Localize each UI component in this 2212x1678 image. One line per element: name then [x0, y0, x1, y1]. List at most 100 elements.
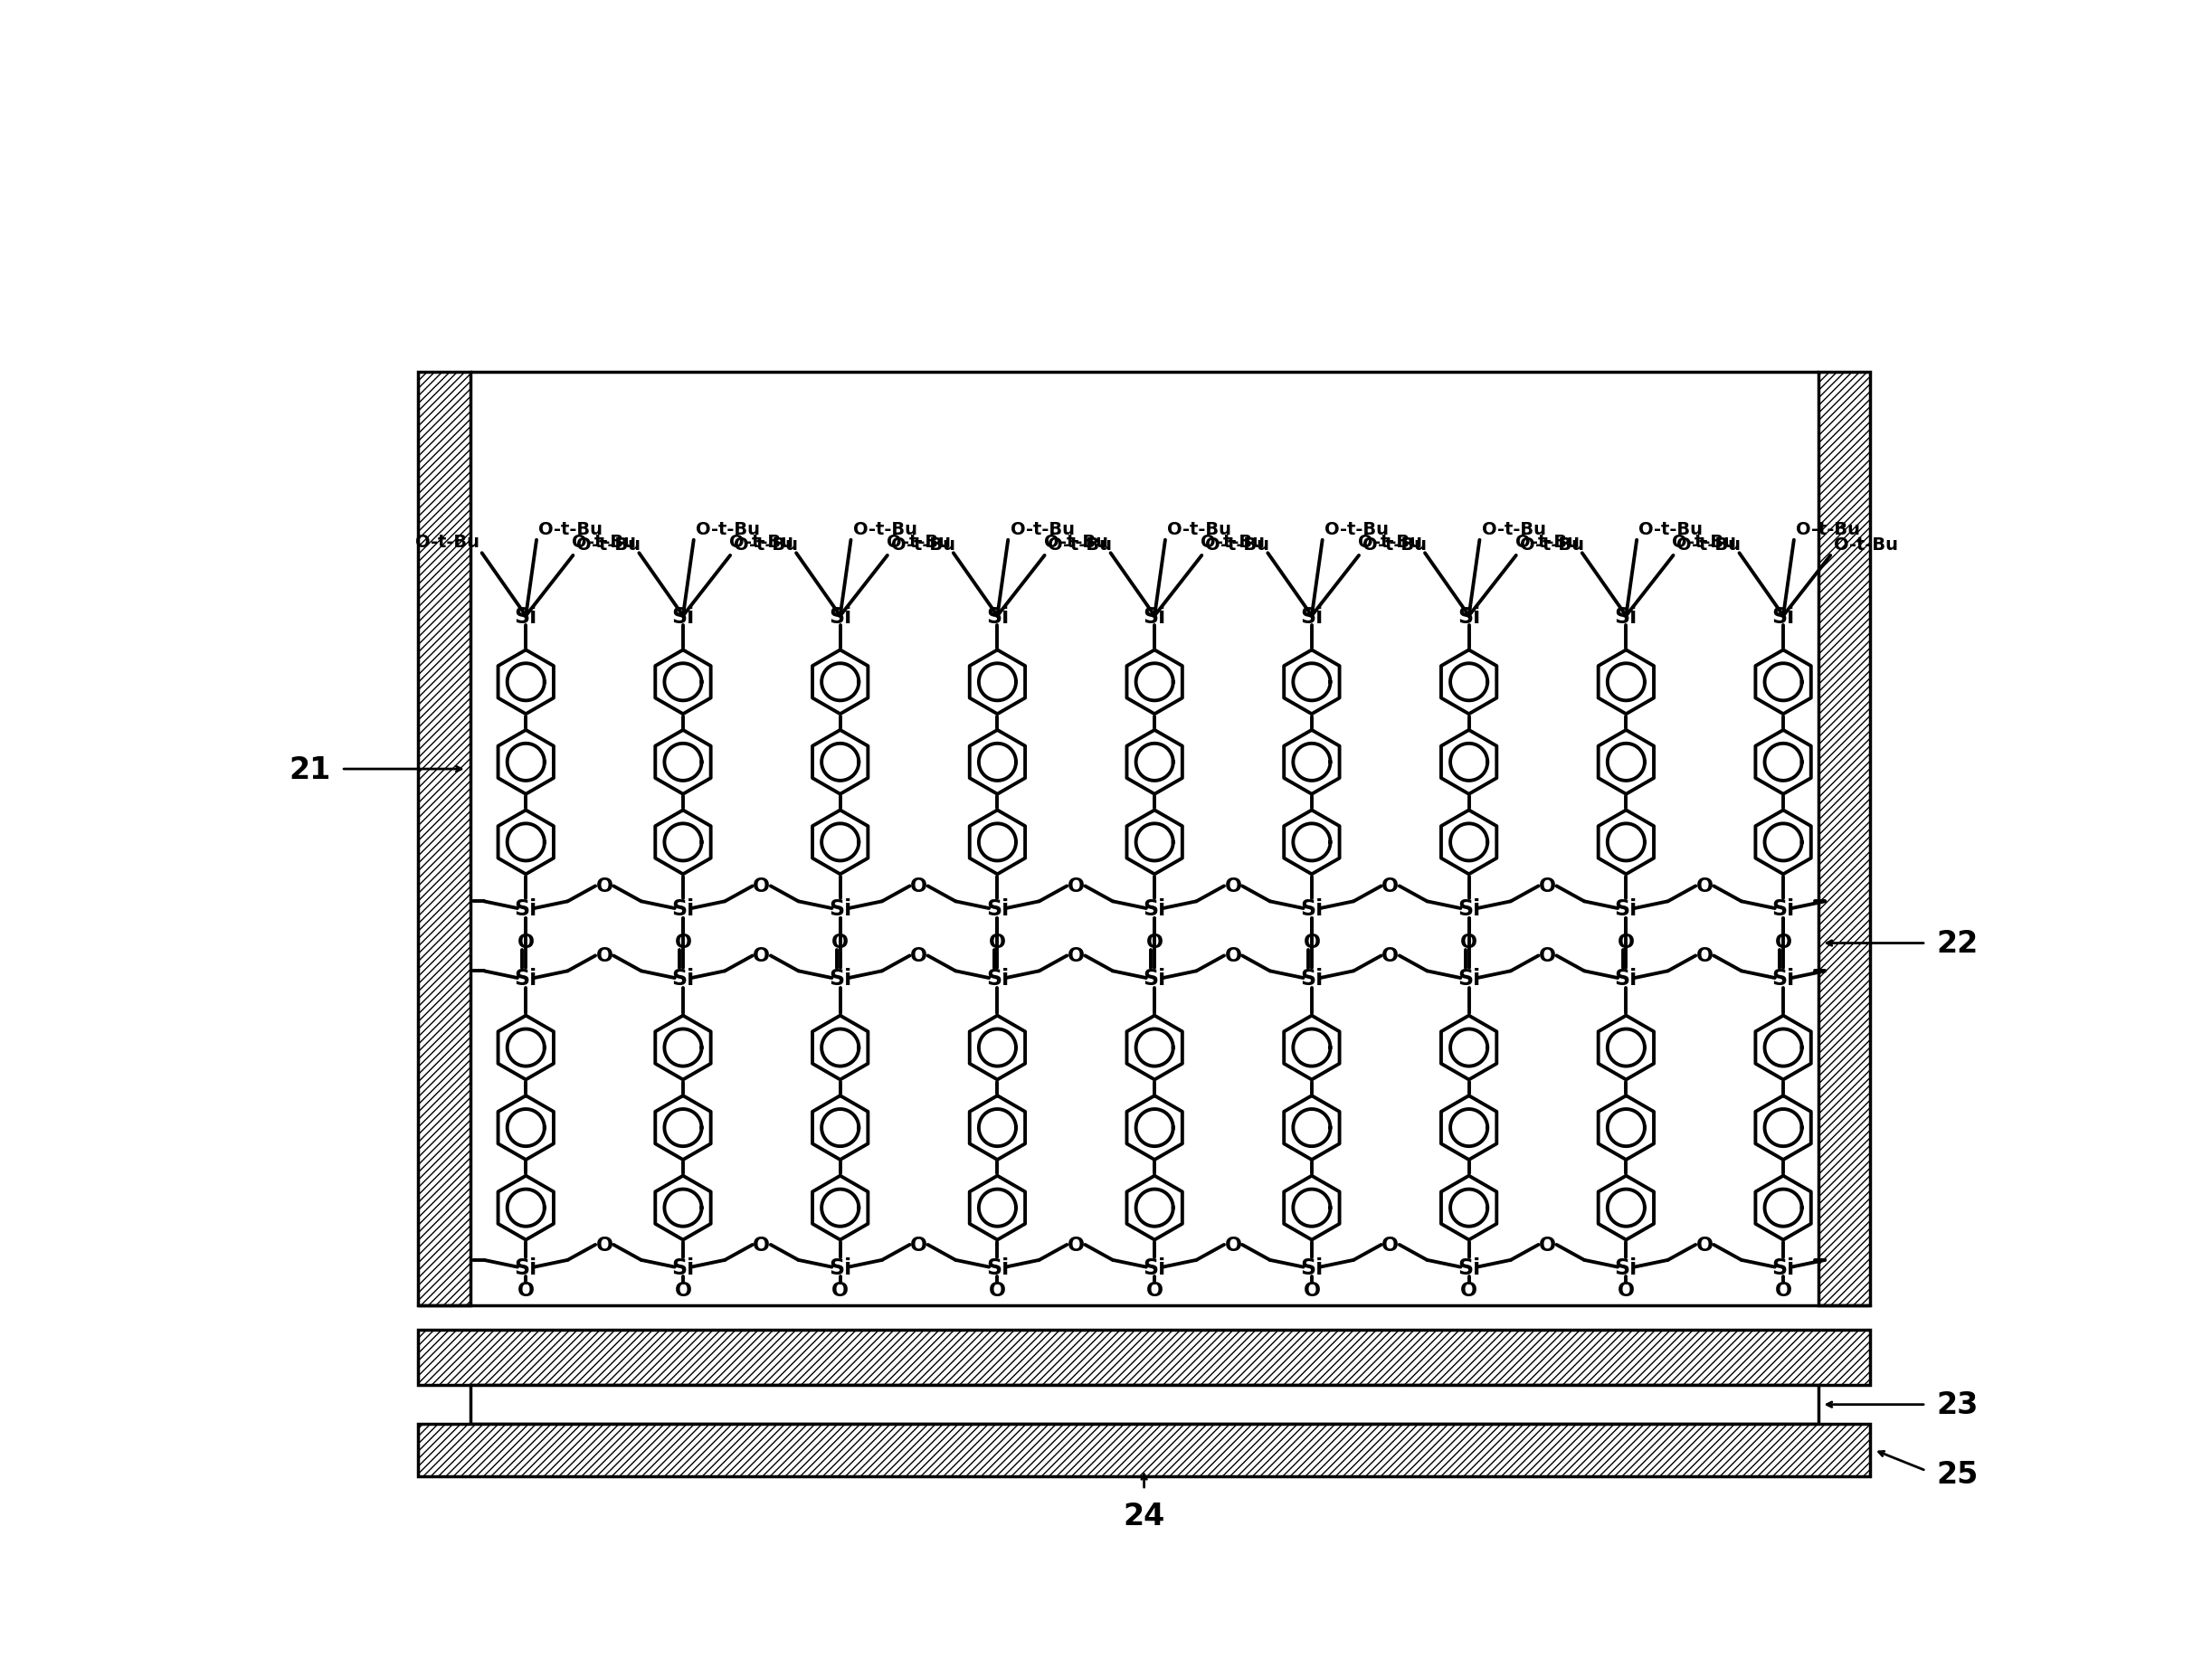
Bar [1818, 373, 1871, 1305]
Text: O-t-Bu: O-t-Bu [730, 534, 794, 550]
Text: O-t-Bu: O-t-Bu [1796, 520, 1860, 537]
Text: O-t-Bu: O-t-Bu [538, 520, 604, 537]
Text: O: O [909, 1237, 927, 1253]
Text: O: O [1540, 878, 1555, 896]
Text: O: O [1068, 1237, 1084, 1253]
Text: Si: Si [515, 898, 538, 920]
Text: O: O [752, 1237, 770, 1253]
Text: Si: Si [987, 1257, 1009, 1279]
Text: O: O [595, 878, 613, 896]
Text: Si: Si [1458, 968, 1480, 988]
Text: O-t-Bu: O-t-Bu [1520, 535, 1584, 554]
Text: O: O [1774, 933, 1792, 951]
Text: Si: Si [1301, 968, 1323, 988]
Text: O-t-Bu: O-t-Bu [1834, 535, 1898, 554]
Text: Si: Si [830, 898, 852, 920]
Text: Si: Si [1615, 606, 1637, 628]
Text: Si: Si [1458, 898, 1480, 920]
Bar [471, 1386, 1818, 1425]
Text: O: O [752, 946, 770, 965]
Text: O: O [832, 933, 849, 951]
Text: Si: Si [672, 1257, 695, 1279]
Text: O-t-Bu: O-t-Bu [1363, 535, 1427, 554]
Text: O: O [518, 1280, 535, 1299]
Text: O: O [989, 1280, 1006, 1299]
Text: O: O [1225, 946, 1241, 965]
Text: O-t-Bu: O-t-Bu [416, 534, 480, 550]
Text: O: O [909, 878, 927, 896]
Text: Si: Si [1458, 606, 1480, 628]
Text: O: O [1068, 946, 1084, 965]
Text: O: O [1460, 933, 1478, 951]
Text: O-t-Bu: O-t-Bu [1325, 520, 1389, 537]
Text: O-t-Bu: O-t-Bu [1201, 534, 1265, 550]
Bar [471, 373, 1818, 1305]
Text: 25: 25 [1936, 1460, 1978, 1488]
Text: Si: Si [1772, 898, 1794, 920]
Text: Si: Si [1615, 898, 1637, 920]
Text: O: O [518, 933, 535, 951]
Text: O-t-Bu: O-t-Bu [1206, 535, 1270, 554]
Text: O-t-Bu: O-t-Bu [854, 520, 918, 537]
Text: O: O [1303, 1280, 1321, 1299]
Text: O: O [909, 946, 927, 965]
Text: Si: Si [830, 968, 852, 988]
Text: O-t-Bu: O-t-Bu [1677, 535, 1741, 554]
Text: Si: Si [672, 606, 695, 628]
Text: 22: 22 [1936, 928, 1978, 958]
Text: Si: Si [1301, 606, 1323, 628]
Text: Si: Si [830, 606, 852, 628]
Text: O-t-Bu: O-t-Bu [1482, 520, 1546, 537]
Text: Si: Si [1615, 1257, 1637, 1279]
Text: O-t-Bu: O-t-Bu [1672, 534, 1736, 550]
Text: O-t-Bu: O-t-Bu [887, 534, 951, 550]
Text: O: O [1225, 1237, 1241, 1253]
Text: Si: Si [1458, 1257, 1480, 1279]
Text: O-t-Bu: O-t-Bu [573, 534, 637, 550]
Text: O-t-Bu: O-t-Bu [577, 535, 641, 554]
Text: O-t-Bu: O-t-Bu [1515, 534, 1579, 550]
Text: O-t-Bu: O-t-Bu [1358, 534, 1422, 550]
Text: O: O [752, 878, 770, 896]
Text: O: O [1225, 878, 1241, 896]
Text: 24: 24 [1124, 1500, 1166, 1530]
Text: O-t-Bu: O-t-Bu [1639, 520, 1703, 537]
Bar [418, 1425, 1871, 1477]
Text: Si: Si [1144, 968, 1166, 988]
Text: Si: Si [515, 606, 538, 628]
Text: Si: Si [1144, 898, 1166, 920]
Text: O: O [1697, 878, 1714, 896]
Text: O: O [1540, 1237, 1555, 1253]
Text: Si: Si [1144, 1257, 1166, 1279]
Bar [418, 1331, 1871, 1386]
Text: O: O [1146, 1280, 1164, 1299]
Text: O: O [1382, 878, 1398, 896]
Text: Si: Si [1615, 968, 1637, 988]
Text: O: O [1540, 946, 1555, 965]
Text: Si: Si [987, 606, 1009, 628]
Text: Si: Si [987, 898, 1009, 920]
Text: O: O [675, 1280, 692, 1299]
Text: O: O [595, 946, 613, 965]
Text: O: O [1460, 1280, 1478, 1299]
Text: O: O [1146, 933, 1164, 951]
Text: Si: Si [1301, 898, 1323, 920]
Text: O: O [1303, 933, 1321, 951]
Text: O-t-Bu: O-t-Bu [734, 535, 799, 554]
Bar [418, 373, 471, 1305]
Text: O: O [989, 933, 1006, 951]
Text: Si: Si [672, 898, 695, 920]
Text: O-t-Bu: O-t-Bu [1044, 534, 1108, 550]
Text: O: O [1382, 1237, 1398, 1253]
Text: O: O [1617, 933, 1635, 951]
Text: Si: Si [1772, 1257, 1794, 1279]
Text: O: O [595, 1237, 613, 1253]
Text: O-t-Bu: O-t-Bu [1011, 520, 1075, 537]
Text: O-t-Bu: O-t-Bu [1048, 535, 1113, 554]
Text: Si: Si [672, 968, 695, 988]
Text: Si: Si [1772, 968, 1794, 988]
Text: O: O [1697, 946, 1714, 965]
Text: Si: Si [830, 1257, 852, 1279]
Text: O-t-Bu: O-t-Bu [1168, 520, 1232, 537]
Text: Si: Si [1772, 606, 1794, 628]
